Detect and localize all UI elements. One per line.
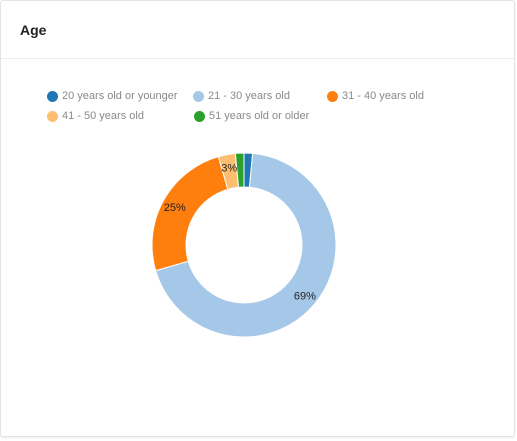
donut-slice-51-or-older[interactable] bbox=[234, 152, 245, 188]
legend-swatch-41-50 bbox=[47, 110, 58, 122]
card-header: Age bbox=[1, 1, 514, 59]
legend-swatch-31-40 bbox=[327, 90, 338, 102]
slice-label-41-50: 3% bbox=[221, 162, 237, 174]
donut-slice-21-30[interactable] bbox=[155, 152, 337, 338]
legend-item-41-50[interactable]: 41 - 50 years old bbox=[47, 110, 144, 122]
card-title: Age bbox=[20, 22, 47, 38]
legend-label: 31 - 40 years old bbox=[342, 90, 424, 102]
legend-item-51-or-older[interactable]: 51 years old or older bbox=[194, 110, 309, 122]
legend-swatch-51-or-older bbox=[194, 110, 205, 122]
legend-item-21-30[interactable]: 21 - 30 years old bbox=[193, 90, 290, 102]
legend-item-20-or-younger[interactable]: 20 years old or younger bbox=[47, 90, 178, 102]
legend-label: 21 - 30 years old bbox=[208, 90, 290, 102]
legend-swatch-21-30 bbox=[193, 90, 204, 102]
slice-label-21-30: 69% bbox=[294, 290, 316, 302]
legend-label: 41 - 50 years old bbox=[62, 110, 144, 122]
legend-label: 51 years old or older bbox=[209, 110, 310, 122]
legend-label: 20 years old or younger bbox=[62, 90, 178, 102]
slice-label-31-40: 25% bbox=[164, 202, 186, 214]
legend-swatch-20-or-younger bbox=[47, 90, 58, 102]
legend-item-31-40[interactable]: 31 - 40 years old bbox=[327, 90, 424, 102]
